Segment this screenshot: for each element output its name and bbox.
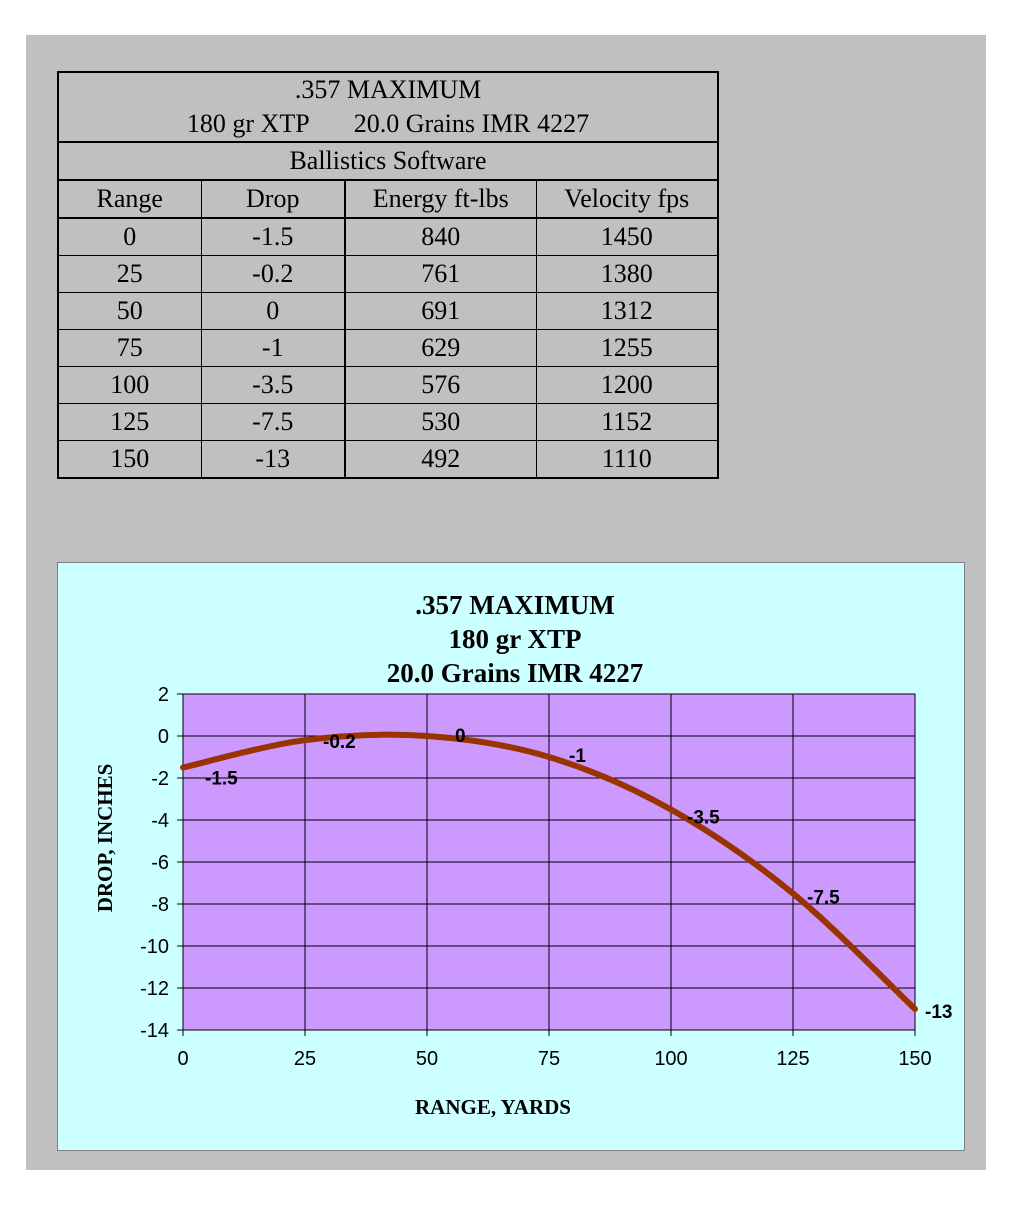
x-axis-title: RANGE, YARDS xyxy=(415,1095,571,1119)
data-label: -3.5 xyxy=(687,808,720,829)
table-subtitle-powder: 20.0 Grains IMR 4227 xyxy=(353,109,590,138)
cell-drop: -0.2 xyxy=(200,255,346,293)
cell-velocity: 1152 xyxy=(535,403,719,441)
table-row: 50 0 691 1312 xyxy=(57,292,719,330)
y-tick-label: -14 xyxy=(140,1020,169,1042)
data-label: -1 xyxy=(569,746,586,767)
table-row: 150 -13 492 1110 xyxy=(57,440,719,479)
y-tick-label: -12 xyxy=(140,978,169,1000)
table-row: 125 -7.5 530 1152 xyxy=(57,403,719,441)
data-label: 0 xyxy=(455,726,466,747)
column-header-energy: Energy ft-lbs xyxy=(344,179,537,219)
table-subtitle-bullet: 180 gr XTP xyxy=(186,109,310,138)
cell-energy: 840 xyxy=(344,217,537,256)
data-label: -0.2 xyxy=(323,732,356,753)
table-title: .357 MAXIMUM xyxy=(57,71,719,107)
cell-range: 150 xyxy=(57,440,202,479)
cell-velocity: 1255 xyxy=(535,329,719,367)
x-tick-label: 0 xyxy=(177,1048,188,1070)
cell-range: 50 xyxy=(57,292,202,330)
cell-energy: 629 xyxy=(344,329,537,367)
drop-series-line xyxy=(180,731,918,1012)
cell-drop: -1 xyxy=(200,329,346,367)
data-label: -7.5 xyxy=(807,888,840,909)
y-tick-label: 2 xyxy=(158,684,169,706)
chart-title-line: 20.0 Grains IMR 4227 xyxy=(387,658,644,688)
cell-drop: -1.5 xyxy=(200,217,346,256)
cell-velocity: 1200 xyxy=(535,366,719,404)
y-tick-label: -4 xyxy=(151,810,169,832)
cell-energy: 761 xyxy=(344,255,537,293)
table-row: 0 -1.5 840 1450 xyxy=(57,217,719,256)
column-header-velocity: Velocity fps xyxy=(535,179,719,219)
x-tick-label: 75 xyxy=(538,1048,560,1070)
cell-range: 25 xyxy=(57,255,202,293)
x-tick-label: 50 xyxy=(416,1048,438,1070)
cell-velocity: 1312 xyxy=(535,292,719,330)
cell-velocity: 1380 xyxy=(535,255,719,293)
data-label: -13 xyxy=(925,1002,952,1023)
y-tick-label: -2 xyxy=(151,768,169,790)
table-subtitle: 180 gr XTP 20.0 Grains IMR 4227 xyxy=(57,107,719,143)
column-header-range: Range xyxy=(57,179,202,219)
drop-chart: 20-2-4-6-8-10-12-140 25 50 75 100 125 150.357 … xyxy=(93,590,952,1119)
cell-drop: -7.5 xyxy=(200,403,346,441)
chart-title-line: .357 MAXIMUM xyxy=(415,590,614,620)
y-tick-label: -6 xyxy=(151,852,169,874)
x-tick-label: 25 xyxy=(294,1048,316,1070)
table-source: Ballistics Software xyxy=(57,141,719,181)
x-tick-label: 150 xyxy=(898,1048,931,1070)
ballistics-table: .357 MAXIMUM 180 gr XTP 20.0 Grains IMR 4… xyxy=(57,71,720,479)
cell-drop: 0 xyxy=(200,292,346,330)
cell-velocity: 1110 xyxy=(535,440,719,479)
chart-title-line: 180 gr XTP xyxy=(449,624,582,654)
y-tick-label: -10 xyxy=(140,936,169,958)
column-header-drop: Drop xyxy=(200,179,346,219)
cell-energy: 691 xyxy=(344,292,537,330)
y-tick-label: 0 xyxy=(158,726,169,748)
cell-drop: -13 xyxy=(200,440,346,479)
cell-range: 75 xyxy=(57,329,202,367)
table-row: 25 -0.2 761 1380 xyxy=(57,255,719,293)
cell-energy: 530 xyxy=(344,403,537,441)
table-header-row: Range Drop Energy ft-lbs Velocity fps xyxy=(57,179,719,219)
cell-energy: 576 xyxy=(344,366,537,404)
y-tick-label: -8 xyxy=(151,894,169,916)
cell-range: 125 xyxy=(57,403,202,441)
cell-range: 100 xyxy=(57,366,202,404)
cell-range: 0 xyxy=(57,217,202,256)
x-tick-label: 100 xyxy=(654,1048,687,1070)
cell-energy: 492 xyxy=(344,440,537,479)
y-axis-title: DROP, INCHES xyxy=(93,764,117,913)
cell-velocity: 1450 xyxy=(535,217,719,256)
chart-area: 2 0 -2 -4 -6 -8 -10 -12 -14 0 25 50 75 100 125 150.357 … xyxy=(57,562,965,1151)
table-row: 75 -1 629 1255 xyxy=(57,329,719,367)
data-label: -1.5 xyxy=(205,769,238,790)
table-row: 100 -3.5 576 1200 xyxy=(57,366,719,404)
cell-drop: -3.5 xyxy=(200,366,346,404)
x-tick-label: 125 xyxy=(776,1048,809,1070)
